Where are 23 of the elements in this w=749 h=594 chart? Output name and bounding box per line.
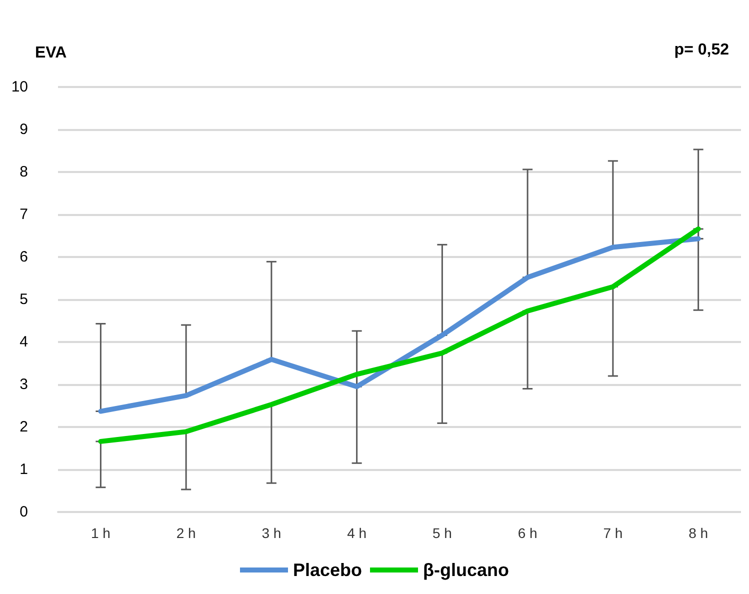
x-tick-label: 5 h	[432, 525, 452, 541]
x-tick-label: 4 h	[347, 525, 367, 541]
y-tick-label: 1	[20, 461, 28, 478]
x-tick-label: 7 h	[603, 525, 623, 541]
legend-label: β-glucano	[423, 560, 510, 580]
y-tick-label: 3	[20, 376, 28, 393]
y-tick-label: 9	[20, 121, 28, 138]
text: p= 0,52	[674, 42, 730, 58]
y-tick-label: 5	[20, 291, 28, 308]
y-tick-label: 4	[20, 334, 28, 350]
legend-label: Placebo	[292, 560, 362, 580]
chart-title: EVA	[35, 44, 68, 62]
y-tick-label: 7	[20, 206, 28, 223]
y-tick-label: 8	[20, 164, 28, 180]
x-tick-label: 8 h	[688, 525, 708, 541]
x-tick-label: 3 h	[262, 525, 282, 541]
y-tick-label: 0	[20, 504, 28, 520]
y-tick-label: 6	[20, 248, 28, 266]
x-tick-label: 1 h	[90, 525, 110, 541]
x-tick-label: 2 h	[176, 525, 196, 541]
y-tick-label: 2	[20, 418, 28, 436]
y-tick-label: 10	[11, 78, 28, 96]
x-tick-label: 6 h	[518, 525, 538, 541]
